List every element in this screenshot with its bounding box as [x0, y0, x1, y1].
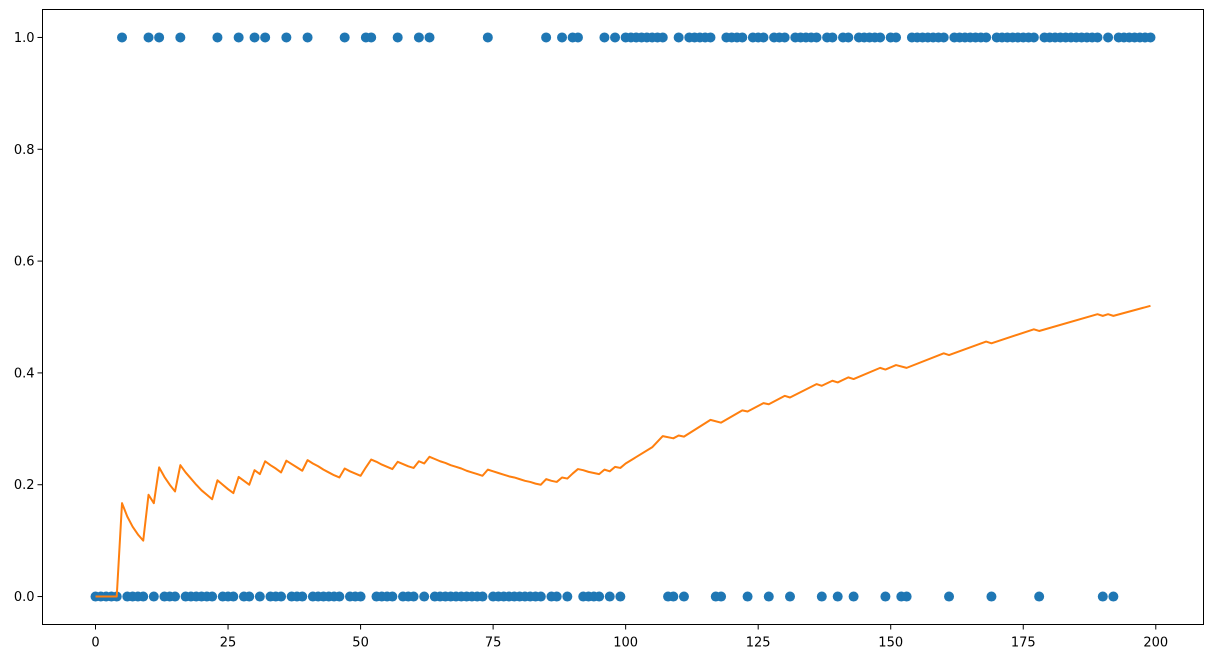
x-tick-label: 150 [878, 636, 903, 651]
scatter-point [148, 591, 159, 602]
scatter-point [233, 32, 244, 43]
scatter-point [228, 591, 239, 602]
scatter-point [615, 591, 626, 602]
scatter-point [827, 32, 838, 43]
scatter-point [355, 591, 366, 602]
y-tick-label: 1.0 [14, 31, 35, 46]
scatter-point [1145, 32, 1156, 43]
series-line [95, 304, 1151, 598]
scatter-point [816, 591, 827, 602]
scatter-point [986, 591, 997, 602]
scatter-point [779, 32, 790, 43]
scatter-point [737, 32, 748, 43]
scatter-point [535, 591, 546, 602]
x-tick-label: 125 [746, 636, 771, 651]
scatter-point [392, 32, 403, 43]
scatter-point [758, 32, 769, 43]
scatter-point [175, 32, 186, 43]
scatter-point [413, 32, 424, 43]
y-tick-label: 0.8 [14, 143, 35, 158]
scatter-point [875, 32, 886, 43]
axes-layer: 0 25 50 75 100 125 150 175 200 0.0 0.2 0.4 0.6 0.8 1.0 [14, 31, 1168, 651]
scatter-point [832, 591, 843, 602]
plot-frame [42, 9, 1204, 625]
scatter-point [891, 32, 902, 43]
scatter-point [297, 591, 308, 602]
scatter-point [562, 591, 573, 602]
scatter-point [763, 591, 774, 602]
scatter-point [657, 32, 668, 43]
y-tick-label: 0.4 [14, 366, 35, 381]
scatter-point [716, 591, 727, 602]
scatter-point [901, 591, 912, 602]
scatter-point [1034, 591, 1045, 602]
scatter-point [339, 32, 350, 43]
scatter-point [678, 591, 689, 602]
x-tick-label: 25 [220, 636, 237, 651]
scatter-point [408, 591, 419, 602]
scatter-point [848, 591, 859, 602]
scatter-point [276, 591, 287, 602]
scatter-point [254, 591, 265, 602]
y-tick-label: 0.0 [14, 590, 35, 605]
scatter-point [938, 32, 949, 43]
x-tick-label: 75 [485, 636, 502, 651]
scatter-point [599, 32, 610, 43]
scatter-point [541, 32, 552, 43]
scatter-point [366, 32, 377, 43]
scatter-point [742, 591, 753, 602]
scatter-point [811, 32, 822, 43]
scatter-point [477, 591, 488, 602]
scatter-point [673, 32, 684, 43]
scatter-point [572, 32, 583, 43]
scatter-point [604, 591, 615, 602]
scatter-point [260, 32, 271, 43]
scatter-point [154, 32, 165, 43]
x-tick-label: 100 [613, 636, 638, 651]
scatter-point [424, 32, 435, 43]
scatter-point [207, 591, 218, 602]
scatter-point [249, 32, 260, 43]
scatter-point [387, 591, 398, 602]
scatter-point [482, 32, 493, 43]
scatter-point [594, 591, 605, 602]
scatter-point [143, 32, 154, 43]
scatter-point [668, 591, 679, 602]
x-tick-label: 200 [1143, 636, 1168, 651]
scatter-layer [90, 32, 1156, 602]
scatter-point [1108, 591, 1119, 602]
x-tick-label: 50 [352, 636, 369, 651]
scatter-point [843, 32, 854, 43]
scatter-point [880, 591, 891, 602]
scatter-point [1092, 32, 1103, 43]
scatter-point [981, 32, 992, 43]
scatter-point [212, 32, 223, 43]
scatter-point [1097, 591, 1108, 602]
scatter-point [281, 32, 292, 43]
y-tick-label: 0.6 [14, 255, 35, 270]
scatter-point [784, 591, 795, 602]
scatter-point [557, 32, 568, 43]
y-tick-label: 0.2 [14, 478, 35, 493]
scatter-point [117, 32, 128, 43]
scatter-point [138, 591, 149, 602]
scatter-point [551, 591, 562, 602]
scatter-point [244, 591, 255, 602]
scatter-point [1028, 32, 1039, 43]
scatter-point [1103, 32, 1114, 43]
scatter-point [610, 32, 621, 43]
scatter-point [170, 591, 181, 602]
x-tick-label: 0 [91, 636, 99, 651]
x-tick-label: 175 [1011, 636, 1036, 651]
scatter-point [944, 591, 955, 602]
scatter-point [705, 32, 716, 43]
scatter-point [419, 591, 430, 602]
scatter-point [302, 32, 313, 43]
scatter-point [334, 591, 345, 602]
